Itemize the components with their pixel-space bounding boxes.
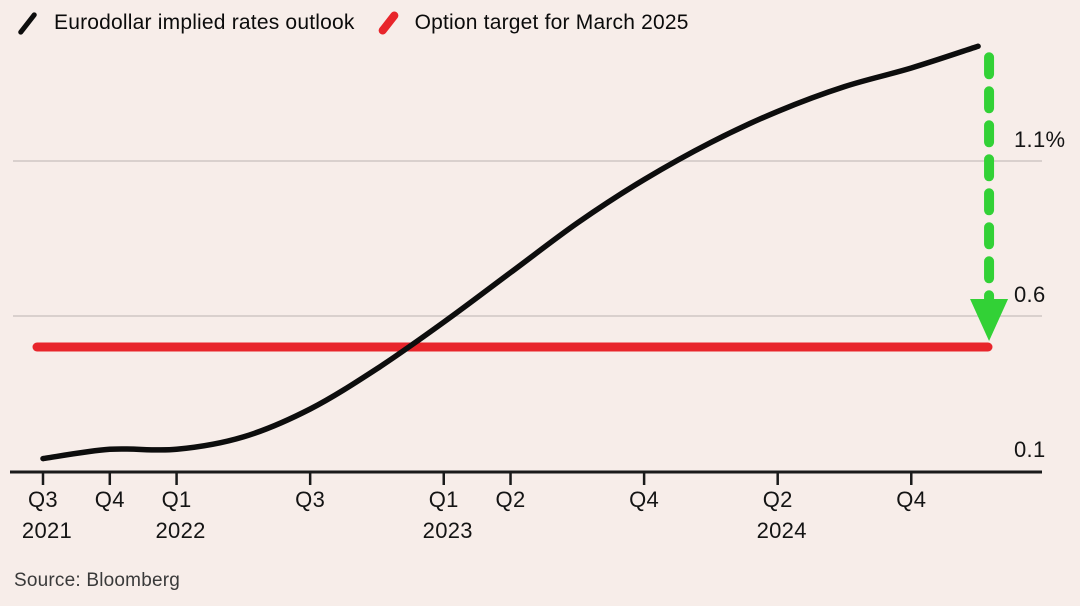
- x-year-label: 2023: [422, 518, 473, 543]
- legend-item-option-target: Option target for March 2025: [375, 9, 689, 37]
- x-tick-label: Q1: [161, 487, 192, 512]
- y-axis-label: 0.6: [1014, 282, 1046, 307]
- x-year-label: 2024: [756, 518, 807, 543]
- legend-label-implied-rates: Eurodollar implied rates outlook: [54, 11, 355, 34]
- x-year-label: 2022: [155, 518, 206, 543]
- x-tick-label: Q4: [896, 487, 927, 512]
- x-year-label: 2021: [21, 518, 73, 543]
- x-tick-label: Q4: [94, 487, 125, 512]
- drop-arrow-head-icon: [970, 299, 1009, 341]
- x-tick-label: Q4: [629, 487, 660, 512]
- legend-label-option-target: Option target for March 2025: [414, 11, 689, 34]
- x-tick-label: Q3: [295, 487, 326, 512]
- x-tick-label: Q3: [28, 487, 58, 512]
- x-tick-label: Q2: [495, 487, 526, 512]
- source-note: Source: Bloomberg: [14, 570, 181, 591]
- y-axis-label: 1.1%: [1014, 127, 1066, 152]
- implied-rates-curve: [40, 43, 981, 462]
- x-tick-label: Q2: [762, 487, 793, 512]
- chart-legend: Eurodollar implied rates outlook Option …: [14, 9, 689, 37]
- y-axis-label: 0.1: [1014, 437, 1046, 462]
- legend-item-implied-rates: Eurodollar implied rates outlook: [14, 10, 355, 36]
- x-tick-label: Q1: [428, 487, 459, 512]
